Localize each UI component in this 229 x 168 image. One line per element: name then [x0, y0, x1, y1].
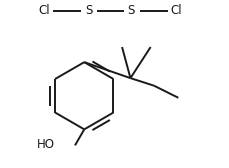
- Text: S: S: [86, 4, 93, 17]
- Text: Cl: Cl: [171, 4, 183, 17]
- Text: S: S: [128, 4, 135, 17]
- Text: Cl: Cl: [38, 4, 50, 17]
- Text: HO: HO: [36, 138, 54, 151]
